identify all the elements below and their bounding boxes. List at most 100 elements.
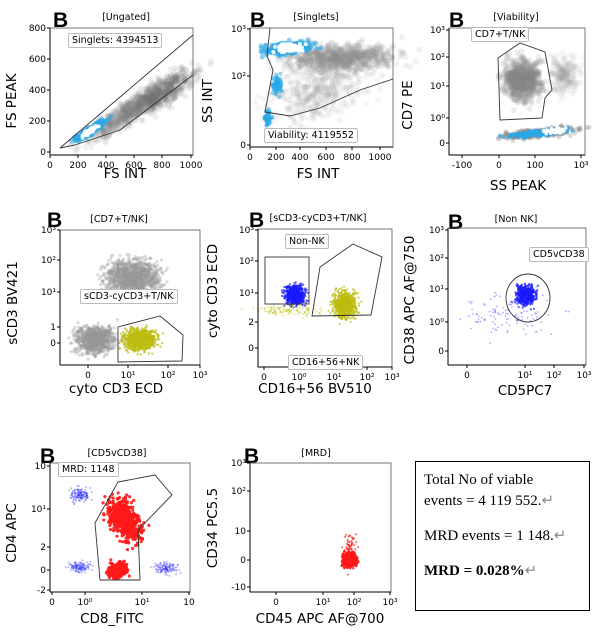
event-dot [315, 56, 322, 63]
event-dot [528, 91, 535, 98]
event-dot [365, 54, 372, 61]
event-dot [104, 126, 111, 133]
event-dot [290, 116, 297, 123]
event-dot [343, 73, 350, 80]
event-dot [274, 72, 279, 77]
event-dot [341, 42, 348, 49]
event-dot [155, 88, 162, 95]
event-dot [323, 84, 330, 91]
event-dot [164, 87, 171, 94]
event-dot [326, 64, 333, 71]
event-dot [511, 69, 518, 76]
event-dot [536, 87, 543, 94]
event-dot [162, 83, 169, 90]
event-dot [512, 80, 519, 87]
event-dot [162, 97, 169, 104]
event-dot [520, 98, 527, 105]
event-dot [309, 91, 316, 98]
event-dot [300, 48, 305, 53]
event-dot [128, 112, 135, 119]
event-dot [515, 72, 522, 79]
event-dot [518, 76, 525, 83]
event-dot [288, 99, 295, 106]
event-dot [333, 90, 340, 97]
event-dot [150, 88, 157, 95]
event-dot [143, 90, 150, 97]
event-dot [516, 61, 523, 68]
event-dot [124, 105, 131, 112]
event-dot [148, 91, 155, 98]
event-dot [303, 94, 310, 101]
event-dot [162, 97, 169, 104]
event-dot [499, 83, 506, 90]
event-dot [165, 88, 172, 95]
event-dot [148, 99, 155, 106]
event-dot [159, 89, 166, 96]
event-dot [511, 91, 518, 98]
event-dot [568, 86, 575, 93]
event-dot [295, 92, 302, 99]
event-dot [121, 257, 125, 261]
event-dot [383, 57, 390, 64]
event-dot [507, 77, 514, 84]
event-dot [161, 88, 168, 95]
event-dot [507, 76, 514, 83]
event-dot [134, 99, 141, 106]
event-dot [324, 107, 331, 114]
event-dot [317, 62, 324, 69]
event-dot [550, 56, 557, 63]
event-dot [507, 83, 514, 90]
event-dot [378, 56, 385, 63]
event-dot [295, 59, 302, 66]
event-dot [506, 76, 513, 83]
event-dot [125, 119, 132, 126]
event-dot [564, 83, 571, 90]
event-dot [167, 98, 174, 105]
event-dot [517, 80, 524, 87]
event-dot [527, 81, 534, 88]
event-dot [331, 57, 338, 64]
event-dot [372, 60, 379, 67]
event-dot [563, 70, 570, 77]
event-dot [349, 55, 356, 62]
event-dot [519, 80, 526, 87]
event-dot [330, 56, 337, 63]
event-dot [347, 85, 354, 92]
event-dot [323, 57, 330, 64]
event-dot [132, 102, 139, 109]
event-dot [330, 51, 337, 58]
event-dot [151, 85, 158, 92]
event-dot [320, 68, 327, 75]
event-dot [369, 52, 376, 59]
event-dot [502, 62, 509, 69]
event-dot [148, 89, 155, 96]
event-dot [512, 70, 519, 77]
event-dot [318, 57, 325, 64]
event-dot [348, 100, 355, 107]
event-dot [321, 66, 328, 73]
event-dot [503, 78, 510, 85]
event-dot [149, 85, 156, 92]
event-dot [160, 82, 167, 89]
event-dot [341, 54, 348, 61]
event-dot [178, 74, 185, 81]
event-dot [317, 69, 324, 76]
event-dot [143, 90, 150, 97]
event-dot [326, 67, 333, 74]
x-tick-label: 1000 [369, 153, 392, 163]
event-dot [530, 90, 537, 97]
event-dot [332, 71, 339, 78]
event-dot [318, 100, 325, 107]
event-dot [150, 95, 157, 102]
event-dot [171, 91, 178, 98]
event-dot [346, 56, 353, 63]
event-dot [133, 105, 140, 112]
gate-label-cd7: CD7+T/NK [471, 27, 530, 42]
event-dot [516, 72, 523, 79]
event-dot [300, 84, 307, 91]
event-dot [521, 73, 528, 80]
event-dot [333, 54, 340, 61]
event-dot [566, 82, 573, 89]
event-dot [139, 95, 146, 102]
event-dot [336, 117, 343, 124]
